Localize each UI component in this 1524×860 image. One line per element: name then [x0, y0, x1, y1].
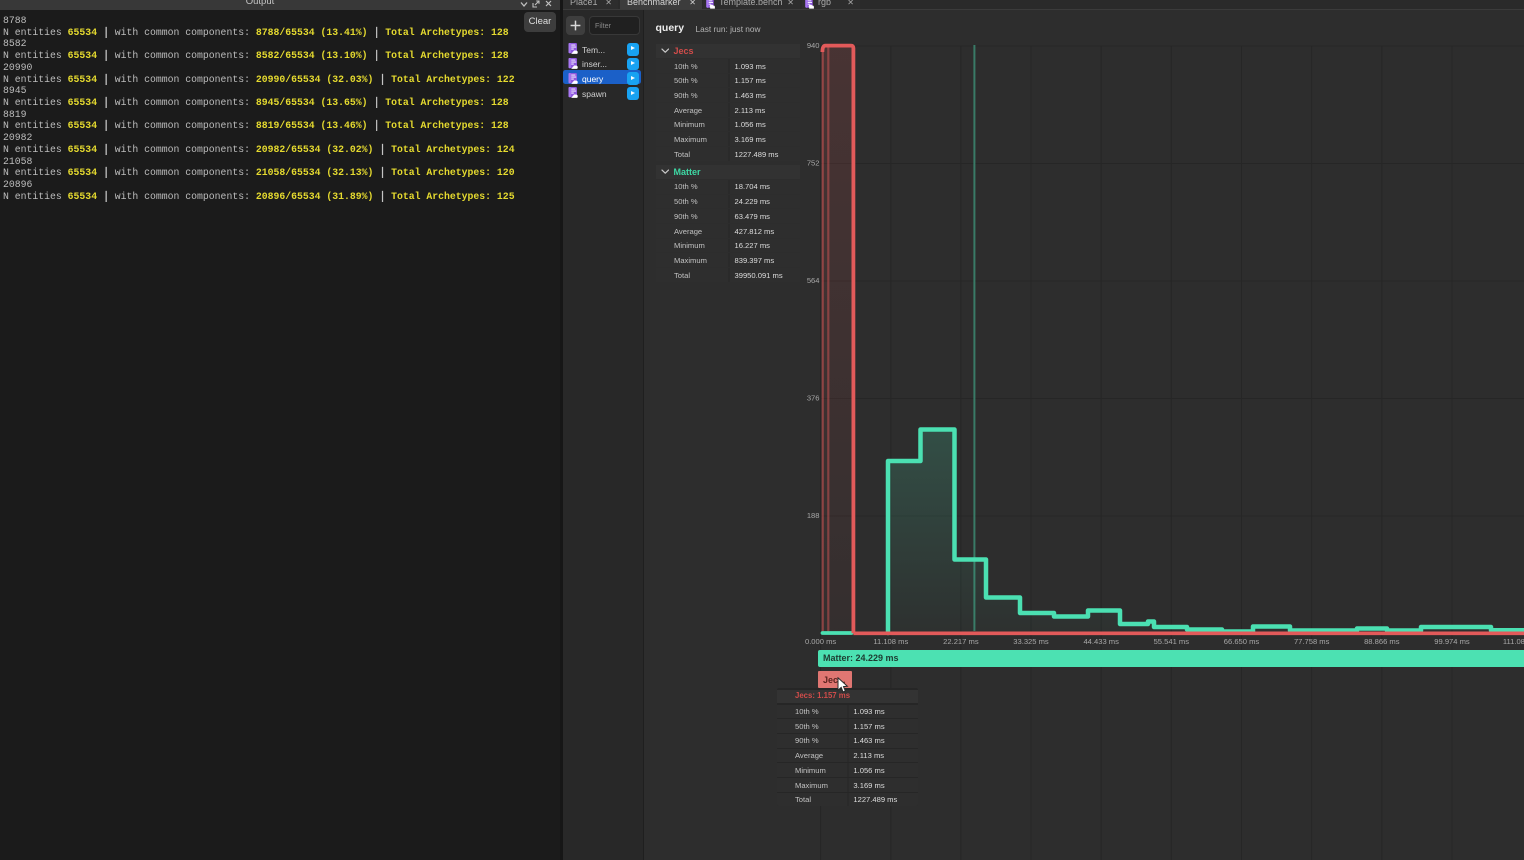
svg-text:22.217 ms: 22.217 ms: [943, 637, 979, 646]
svg-text:940: 940: [807, 41, 820, 50]
svg-text:66.650 ms: 66.650 ms: [1224, 637, 1260, 646]
svg-text:564: 564: [807, 276, 820, 285]
svg-text:88.866 ms: 88.866 ms: [1364, 637, 1400, 646]
svg-text:188: 188: [807, 511, 820, 520]
svg-text:99.974 ms: 99.974 ms: [1434, 637, 1470, 646]
svg-text:77.758 ms: 77.758 ms: [1294, 637, 1330, 646]
svg-text:11.108 ms: 11.108 ms: [873, 637, 908, 646]
svg-text:376: 376: [807, 394, 820, 403]
svg-text:33.325 ms: 33.325 ms: [1013, 637, 1049, 646]
svg-text:752: 752: [807, 159, 820, 168]
svg-text:44.433 ms: 44.433 ms: [1083, 637, 1119, 646]
svg-text:111.083 ms: 111.083 ms: [1503, 637, 1524, 646]
svg-text:0.000 ms: 0.000 ms: [805, 637, 836, 646]
svg-text:55.541 ms: 55.541 ms: [1154, 637, 1190, 646]
